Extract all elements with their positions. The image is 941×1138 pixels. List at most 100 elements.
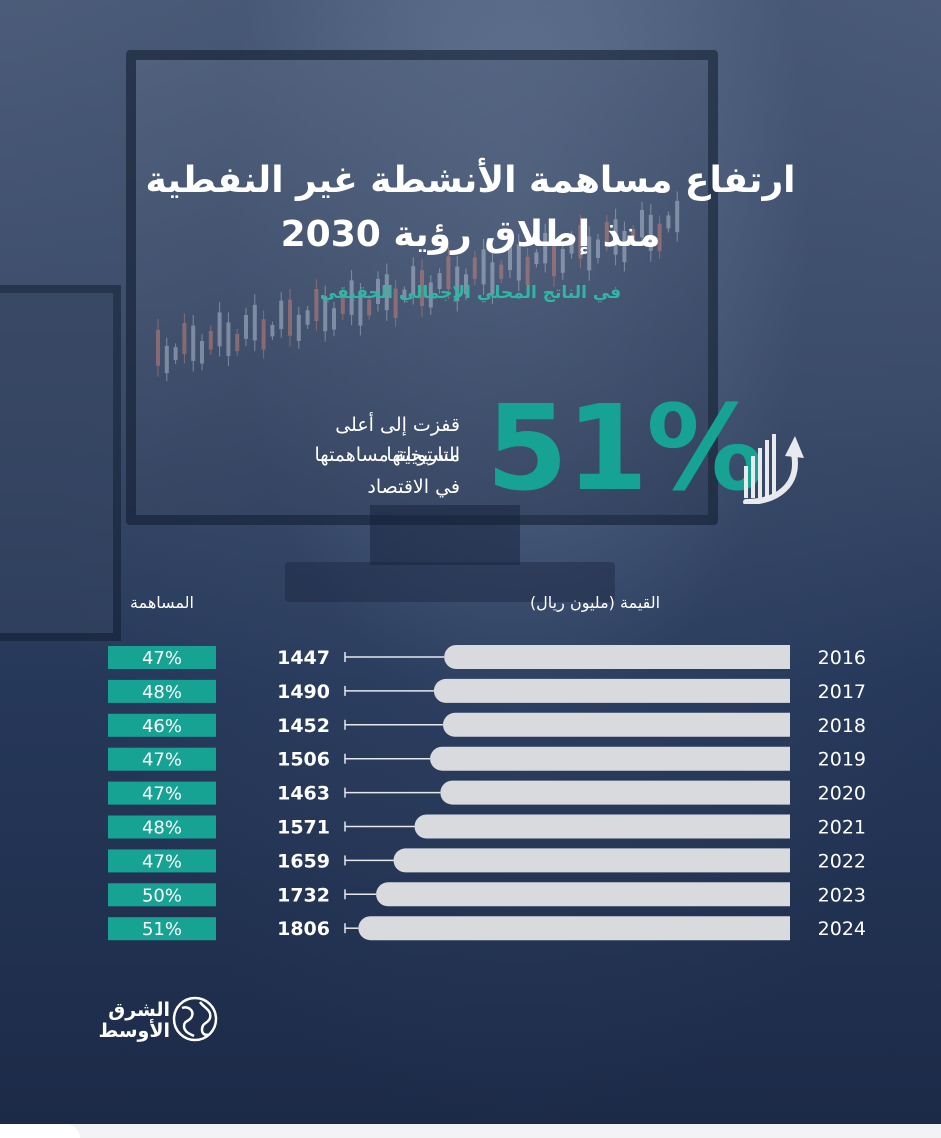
contribution-label: 47%: [142, 851, 182, 872]
candle-body: [393, 288, 398, 318]
candle-body: [569, 236, 574, 254]
candle-body: [587, 236, 592, 271]
contribution-label: 48%: [142, 682, 182, 703]
value-label: 1659: [277, 850, 330, 872]
candle-body: [314, 289, 319, 322]
candle-body: [208, 330, 213, 350]
candle-body: [675, 200, 680, 233]
bar: [393, 848, 790, 873]
value-label: 1490: [277, 681, 330, 703]
contribution-column-header: المساهمة: [130, 593, 194, 612]
bar: [442, 712, 790, 737]
candle-body: [578, 224, 583, 259]
bar: [358, 916, 790, 941]
monitor-background-photo: [126, 50, 718, 525]
candle-body: [340, 293, 345, 314]
contribution-box: [108, 679, 216, 703]
highlight-value: 51%: [486, 379, 764, 517]
highlight-description-line-3: في الاقتصاد: [367, 476, 460, 498]
candle-body: [472, 257, 477, 279]
candle-body: [560, 249, 565, 273]
candle-body: [200, 340, 204, 364]
candle-body: [640, 209, 644, 238]
candle-body: [490, 262, 495, 295]
title-line-2: منذ إطلاق رؤية 2030: [280, 214, 661, 255]
contribution-label: 51%: [142, 919, 182, 940]
candle-body: [182, 322, 187, 355]
candle-body: [552, 240, 556, 277]
candle-body: [191, 325, 196, 361]
value-label: 1447: [277, 647, 330, 669]
candle-body: [543, 232, 548, 264]
candle-body: [384, 274, 389, 311]
category-label: 2019: [818, 749, 866, 771]
candle-body: [376, 278, 380, 304]
category-label: 2021: [818, 817, 866, 839]
candle-body: [270, 324, 275, 337]
bottom-knob: [0, 1124, 80, 1138]
contribution-box: [108, 917, 216, 941]
logo-line-2: الأوسط: [98, 1020, 170, 1042]
bar: [433, 678, 790, 703]
candle-body: [164, 345, 169, 374]
bottom-strip: [0, 1124, 941, 1138]
candle-body: [455, 266, 460, 302]
contribution-label: 48%: [142, 818, 182, 839]
candle-body: [332, 308, 336, 330]
subtitle: في الناتج المحلي الإجمالي الحقيقي: [319, 283, 622, 303]
candle-body: [217, 312, 222, 347]
contribution-label: 47%: [142, 784, 182, 805]
category-label: 2022: [818, 850, 866, 872]
candle-body: [367, 299, 372, 316]
candle-body: [613, 219, 618, 255]
value-label: 1452: [277, 715, 330, 737]
monitor-base: [285, 562, 615, 602]
contribution-box: [108, 747, 216, 771]
candle-body: [358, 292, 363, 326]
candle-body: [657, 223, 662, 251]
value-label: 1571: [277, 817, 330, 839]
value-label: 1732: [277, 884, 330, 906]
monitor-stand: [370, 505, 520, 565]
category-label: 2017: [818, 681, 866, 703]
value-label: 1806: [277, 918, 330, 940]
bar: [444, 645, 790, 669]
candle-body: [437, 273, 442, 289]
candle-body: [244, 314, 248, 339]
bar: [430, 746, 790, 771]
candle-body: [411, 266, 416, 296]
bar: [440, 780, 790, 805]
contribution-label: 47%: [142, 648, 182, 669]
candle-body: [516, 244, 521, 281]
candlestick-background: [156, 191, 680, 382]
candle-body: [525, 256, 530, 286]
candle-body: [349, 280, 354, 315]
category-label: 2020: [818, 783, 866, 805]
candle-body: [481, 249, 486, 285]
growth-bars-arrow-icon: [743, 434, 804, 504]
bar: [414, 814, 790, 839]
highlight-description-line-1: قفزت إلى أعلى مستوياتها: [335, 414, 460, 466]
candle-body: [296, 314, 301, 341]
candle-body: [252, 304, 257, 341]
value-label: 1506: [277, 749, 330, 771]
candle-body: [508, 243, 512, 271]
candle-body: [428, 282, 433, 308]
category-label: 2016: [818, 647, 866, 669]
candle-body: [604, 221, 609, 245]
candle-body: [156, 329, 160, 366]
contribution-box: [108, 815, 216, 839]
candle-body: [534, 252, 539, 264]
contribution-box: [108, 781, 216, 805]
category-label: 2024: [818, 918, 866, 940]
category-label: 2023: [818, 884, 866, 906]
candle-body: [288, 299, 292, 336]
candle-body: [446, 256, 451, 290]
highlight-description-line-2: التاريخية مساهمتها: [314, 444, 460, 466]
contribution-box: [108, 646, 216, 669]
candle-body: [323, 296, 328, 332]
candle-body: [499, 264, 504, 279]
candle-body: [420, 270, 424, 306]
candle-body: [261, 319, 266, 350]
candle-body: [305, 310, 310, 325]
